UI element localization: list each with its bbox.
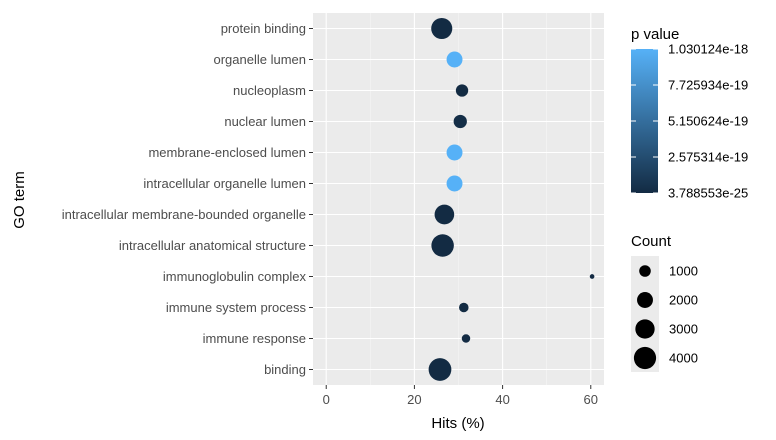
point-membrane-enclosed-lumen bbox=[446, 144, 463, 161]
p-value-legend-title: p value bbox=[631, 26, 679, 43]
point-intracellular-anatomical-structure bbox=[431, 234, 454, 257]
colorbar-label: 3.788553e-25 bbox=[668, 186, 748, 201]
point-immune-response bbox=[461, 334, 471, 343]
point-intracellular-organelle-lumen bbox=[446, 175, 463, 192]
y-tick-label: immunoglobulin complex bbox=[163, 269, 307, 284]
x-tick-label: 0 bbox=[323, 392, 330, 407]
colorbar-label: 2.575314e-19 bbox=[668, 150, 748, 165]
point-nucleoplasm bbox=[455, 84, 469, 97]
y-tick-label: membrane-enclosed lumen bbox=[148, 145, 306, 160]
p-value-legend: p value 1.030124e-18 7.725934e-19 5.150624… bbox=[631, 26, 748, 201]
point-protein-binding bbox=[431, 17, 453, 40]
y-tick-label: immune response bbox=[203, 331, 306, 346]
count-legend: Count 1000 2000 3000 4000 bbox=[631, 233, 698, 372]
y-tick-label: intracellular anatomical structure bbox=[119, 238, 306, 253]
count-legend-dot bbox=[633, 346, 657, 370]
x-tick-label: 20 bbox=[407, 392, 421, 407]
count-legend-label: 1000 bbox=[669, 264, 698, 279]
y-tick-label: organelle lumen bbox=[213, 52, 306, 67]
y-tick-label: protein binding bbox=[221, 21, 306, 36]
colorbar-label: 1.030124e-18 bbox=[668, 42, 748, 57]
y-tick-label: intracellular organelle lumen bbox=[143, 176, 306, 191]
count-legend-title: Count bbox=[631, 233, 672, 250]
y-tick-label: binding bbox=[264, 362, 306, 377]
y-tick-label: immune system process bbox=[166, 300, 307, 315]
x-tick-label: 40 bbox=[495, 392, 509, 407]
count-legend-label: 2000 bbox=[669, 293, 698, 308]
count-legend-label: 4000 bbox=[669, 351, 698, 366]
data-points bbox=[428, 17, 595, 381]
count-legend-label: 3000 bbox=[669, 322, 698, 337]
colorbar-label: 7.725934e-19 bbox=[668, 78, 748, 93]
y-axis: binding immune response immune system proc… bbox=[62, 21, 313, 377]
point-immunoglobulin-complex bbox=[589, 274, 595, 279]
x-tick-label: 60 bbox=[584, 392, 598, 407]
colorbar-label: 5.150624e-19 bbox=[668, 114, 748, 129]
y-axis-title: GO term bbox=[11, 171, 28, 229]
count-legend-dot bbox=[639, 265, 651, 277]
point-immune-system-process bbox=[459, 302, 469, 313]
x-axis-title: Hits (%) bbox=[431, 415, 484, 432]
count-legend-dot bbox=[635, 319, 655, 339]
y-tick-label: nuclear lumen bbox=[224, 114, 306, 129]
point-organelle-lumen bbox=[446, 51, 463, 68]
x-axis: 0 20 40 60 bbox=[323, 385, 598, 407]
point-binding bbox=[428, 358, 452, 381]
y-tick-label: intracellular membrane-bounded organelle bbox=[62, 207, 306, 222]
count-legend-dot bbox=[637, 292, 653, 308]
point-nuclear-lumen bbox=[453, 114, 467, 129]
point-intracellular-membrane-bounded-organelle bbox=[434, 204, 455, 225]
plot-panel bbox=[313, 13, 604, 385]
y-tick-label: nucleoplasm bbox=[233, 83, 306, 98]
